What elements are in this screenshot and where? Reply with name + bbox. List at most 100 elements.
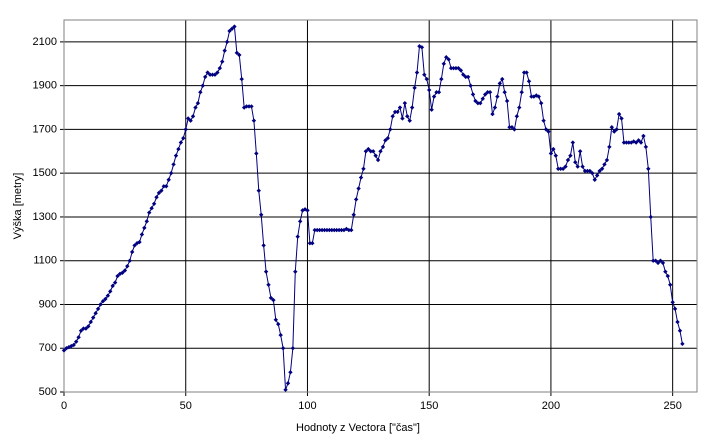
marker: [283, 387, 288, 393]
marker: [517, 105, 522, 110]
marker: [551, 146, 556, 152]
marker: [86, 324, 91, 329]
y-tick-label: 1100: [33, 255, 57, 267]
marker: [368, 149, 373, 154]
marker: [414, 70, 420, 75]
marker: [361, 166, 366, 171]
y-tick-label: 900: [39, 298, 57, 310]
marker: [290, 346, 296, 351]
marker: [307, 241, 313, 246]
marker: [205, 70, 210, 75]
plot-area: [64, 20, 697, 392]
marker: [504, 98, 510, 104]
marker: [156, 190, 162, 196]
marker: [224, 39, 230, 45]
marker: [83, 326, 89, 331]
marker: [127, 258, 132, 263]
marker: [215, 70, 220, 75]
marker: [237, 52, 242, 58]
marker: [351, 212, 356, 217]
marker: [271, 297, 276, 303]
marker: [409, 105, 415, 110]
marker: [366, 146, 371, 152]
marker: [71, 342, 76, 348]
marker: [646, 166, 651, 171]
marker: [677, 328, 683, 333]
y-tick-label: 700: [39, 342, 57, 354]
marker: [166, 177, 171, 182]
marker: [273, 317, 279, 322]
marker: [373, 153, 378, 158]
marker: [120, 270, 125, 275]
marker: [436, 90, 442, 95]
marker: [375, 157, 381, 163]
marker: [171, 162, 176, 167]
marker: [580, 164, 585, 169]
marker: [93, 311, 98, 316]
marker: [400, 116, 405, 121]
marker: [246, 104, 252, 109]
marker: [261, 243, 266, 248]
marker: [543, 127, 549, 132]
marker: [468, 83, 473, 88]
marker: [553, 153, 558, 158]
marker: [536, 94, 541, 99]
marker: [388, 127, 393, 132]
marker: [575, 164, 580, 169]
marker: [115, 273, 120, 279]
marker: [363, 149, 369, 154]
marker: [315, 227, 320, 233]
marker: [81, 326, 86, 331]
marker: [297, 219, 303, 224]
marker: [419, 45, 425, 50]
marker: [310, 241, 315, 246]
marker: [358, 175, 364, 180]
marker: [573, 160, 578, 165]
marker: [132, 243, 137, 248]
plot-border: [63, 19, 698, 393]
marker: [534, 93, 539, 98]
marker: [164, 184, 169, 189]
marker: [76, 335, 81, 340]
marker: [254, 151, 259, 156]
marker: [234, 50, 240, 56]
marker: [392, 109, 398, 115]
marker: [312, 227, 317, 233]
marker: [653, 258, 658, 263]
marker: [439, 76, 444, 82]
marker: [407, 118, 412, 123]
marker: [288, 370, 293, 375]
marker: [217, 65, 223, 71]
marker: [161, 184, 167, 189]
marker: [648, 214, 653, 220]
marker: [670, 300, 675, 305]
y-tick-label: 500: [39, 386, 57, 398]
marker: [112, 280, 118, 285]
y-tick-label: 1700: [33, 123, 57, 135]
marker: [636, 138, 641, 143]
marker: [251, 118, 257, 123]
marker: [434, 90, 439, 95]
marker: [592, 177, 597, 182]
x-axis-title: Hodnoty z Vectora ["čas"]: [296, 422, 420, 434]
marker: [497, 81, 502, 86]
x-tick-label: 100: [298, 400, 316, 412]
marker: [293, 269, 298, 274]
marker: [451, 65, 456, 71]
marker: [626, 140, 632, 145]
x-tick-label: 250: [663, 400, 681, 412]
marker: [266, 282, 271, 287]
marker: [556, 166, 561, 171]
y-tick-label: 1500: [33, 167, 57, 179]
marker: [103, 296, 108, 302]
marker: [229, 26, 235, 31]
marker: [142, 225, 147, 231]
marker: [129, 249, 135, 255]
marker: [95, 306, 101, 312]
marker: [73, 339, 79, 344]
marker: [259, 212, 264, 217]
marker: [521, 70, 527, 75]
x-tick-label: 200: [542, 400, 560, 412]
marker: [524, 70, 529, 75]
